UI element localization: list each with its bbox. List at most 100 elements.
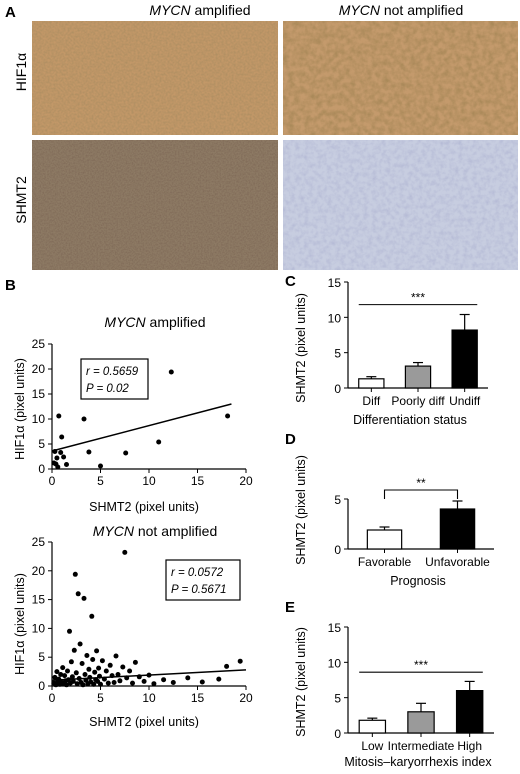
- data-point: [237, 658, 243, 664]
- y-tick-label: 10: [32, 412, 46, 426]
- data-point: [98, 463, 103, 469]
- y-tick-label: 5: [38, 650, 45, 664]
- data-point: [82, 672, 88, 677]
- panel-d-label: D: [285, 431, 296, 448]
- significance-bracket: [383, 489, 459, 499]
- data-point: [59, 434, 65, 440]
- histology-image-shmt2-not-amplified: [283, 140, 518, 270]
- panel-c-label: C: [285, 273, 296, 290]
- data-point: [185, 675, 191, 681]
- x-tick-label: 10: [142, 691, 156, 705]
- y-tick-label: 25: [32, 535, 46, 549]
- bar: [366, 529, 403, 550]
- y-axis-label: HIF1α (pixel units): [13, 573, 27, 675]
- column-title-not-amplified: MYCN not amplified: [339, 2, 464, 18]
- panel-a-label: A: [5, 4, 16, 21]
- x-tick-label: Unfavorable: [425, 555, 490, 569]
- y-tick-label: 5: [334, 692, 341, 706]
- data-point: [117, 678, 123, 684]
- y-axis-label: SHMT2 (pixel units): [294, 293, 308, 403]
- stats-annotation-box: r = 0.0572 P = 0.5671: [165, 559, 241, 601]
- x-tick-label: 20: [239, 474, 253, 488]
- x-tick-label: 20: [239, 691, 253, 705]
- data-point: [113, 653, 119, 659]
- data-point: [141, 678, 147, 684]
- data-point: [72, 571, 78, 577]
- data-point: [199, 679, 205, 685]
- y-tick-label: 10: [328, 311, 342, 325]
- y-tick-label: 20: [32, 564, 46, 578]
- bar-chart-prognosis: D SHMT2 (pixel units) Prognosis 0 5 Favora…: [285, 431, 494, 588]
- x-tick-label: Favorable: [358, 555, 412, 569]
- data-point: [58, 450, 64, 455]
- data-point: [60, 665, 66, 671]
- data-point: [86, 666, 92, 672]
- x-tick-label: Poorly diff: [391, 394, 445, 408]
- significance-stars: **: [416, 476, 426, 490]
- y-tick-label: 15: [328, 621, 342, 635]
- data-point: [107, 662, 113, 668]
- data-point: [64, 682, 69, 688]
- data-point: [111, 680, 117, 685]
- y-axis-label: SHMT2 (pixel units): [294, 455, 308, 565]
- data-point: [170, 680, 176, 685]
- data-point: [84, 653, 90, 658]
- x-tick-label: Intermediate: [388, 739, 455, 753]
- x-tick-label: Undiff: [449, 394, 481, 408]
- data-point: [89, 613, 95, 619]
- data-point: [81, 595, 87, 601]
- data-point: [120, 664, 126, 670]
- data-point: [54, 669, 60, 675]
- data-point: [168, 369, 174, 375]
- data-point: [79, 661, 85, 666]
- data-point: [122, 549, 128, 555]
- data-point: [62, 673, 68, 679]
- bar: [451, 329, 478, 389]
- data-point: [99, 658, 105, 664]
- significance-stars: ***: [414, 658, 428, 672]
- column-title-amplified: MYCN amplified: [149, 2, 250, 18]
- data-point: [94, 648, 100, 654]
- bar: [439, 508, 476, 550]
- bar-chart-differentiation: C SHMT2 (pixel units) Differentiation st…: [285, 273, 488, 427]
- y-tick-label: 15: [32, 593, 46, 607]
- y-tick-label: 0: [334, 382, 341, 396]
- data-point: [52, 674, 58, 680]
- data-point: [71, 647, 77, 653]
- x-tick-label: Diff: [362, 394, 380, 408]
- data-point: [74, 681, 80, 687]
- x-tick-label: 0: [49, 474, 56, 488]
- data-point: [91, 681, 97, 687]
- x-axis-label: Prognosis: [390, 574, 446, 588]
- data-point: [86, 449, 92, 455]
- data-point: [80, 682, 86, 688]
- data-point: [90, 657, 96, 662]
- x-tick-label: High: [457, 739, 482, 753]
- data-point: [81, 416, 87, 422]
- p-value: P = 0.02: [86, 383, 129, 395]
- p-value: P = 0.5671: [171, 584, 227, 596]
- data-point: [105, 680, 111, 686]
- data-point: [96, 665, 102, 671]
- data-point: [224, 663, 230, 669]
- data-point: [127, 668, 133, 674]
- chart-title: MYCN not amplified: [93, 523, 218, 539]
- bar: [455, 689, 484, 734]
- y-tick-label: 0: [334, 543, 341, 557]
- data-point: [216, 676, 222, 682]
- row-label-shmt2: SHMT2: [13, 176, 29, 224]
- data-point: [132, 659, 138, 665]
- data-point: [69, 674, 75, 680]
- data-point: [115, 672, 121, 677]
- y-axis-label: SHMT2 (pixel units): [294, 627, 308, 737]
- bar-chart-mitosis-karyorrhexis: E SHMT2 (pixel units) Mitosis–karyorrhex…: [285, 599, 494, 769]
- x-axis-label: Mitosis–karyorrhexis index: [344, 755, 492, 769]
- x-tick-label: Low: [361, 739, 383, 753]
- y-tick-label: 20: [32, 362, 46, 376]
- y-tick-label: 10: [328, 656, 342, 670]
- data-point: [58, 672, 64, 677]
- data-point: [55, 464, 61, 470]
- data-point: [75, 591, 81, 597]
- y-axis-label: HIF1α (pixel units): [13, 358, 27, 460]
- histology-image-hif1a-not-amplified: [283, 21, 518, 135]
